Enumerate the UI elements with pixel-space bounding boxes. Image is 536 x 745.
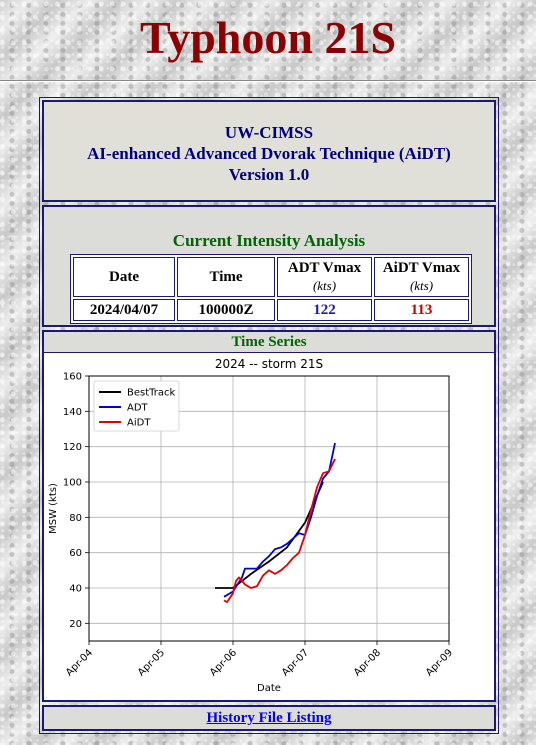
- y-tick-label: 80: [69, 513, 82, 524]
- legend-box: [93, 380, 180, 432]
- y-tick-label: 40: [69, 584, 82, 595]
- header-panel: UW-CIMSS AI-enhanced Advanced Dvorak Tec…: [42, 100, 496, 202]
- series-line-aidt: [223, 458, 336, 604]
- col-time-header: Time: [177, 257, 275, 297]
- y-tick-label: 60: [69, 548, 82, 559]
- y-tick-label: 20: [69, 619, 82, 630]
- x-tick-label: Apr-05: [136, 647, 167, 678]
- content-frame: [39, 97, 499, 734]
- col-date-header: Date: [73, 257, 175, 297]
- aidt-header-label: AiDT Vmax: [382, 259, 461, 276]
- intensity-caption: Current Intensity Analysis: [172, 231, 366, 250]
- series-line-adt: [223, 442, 336, 598]
- intensity-panel: Current Intensity Analysis Date Time ADT…: [42, 205, 496, 327]
- header-product: AI-enhanced Advanced Dvorak Technique (A…: [87, 144, 451, 163]
- history-file-link[interactable]: History File Listing: [206, 710, 332, 726]
- timeseries-panel: Time Series 2024 -- storm 21S 20 40 60 80 100…: [42, 330, 496, 702]
- aidt-unit: (kts): [409, 277, 434, 293]
- header-org: UW-CIMSS: [224, 123, 314, 142]
- y-tick-label: 160: [63, 372, 82, 383]
- legend-label: AiDT: [127, 418, 151, 429]
- legend-label: ADT: [127, 403, 149, 414]
- x-tick-label: Apr-07: [280, 647, 311, 678]
- cell-time: 100000Z: [177, 299, 275, 321]
- page-title: Typhoon 21S: [139, 12, 397, 63]
- chart-title: 2024 -- storm 21S: [215, 357, 323, 371]
- header-version: Version 1.0: [228, 165, 310, 184]
- y-tick-label: 120: [63, 442, 82, 453]
- cell-aidt: 113: [374, 299, 469, 321]
- x-tick-label: Apr-04: [64, 647, 95, 678]
- y-axis-label: MSW (kts): [48, 483, 59, 534]
- x-tick-label: Apr-06: [208, 647, 239, 678]
- adt-header-label: ADT Vmax: [287, 259, 362, 276]
- timeseries-header: Time Series: [44, 332, 494, 353]
- title-divider: [0, 80, 536, 82]
- series-line-besttrack: [215, 481, 324, 589]
- plot-frame: [88, 375, 450, 642]
- cell-date: 2024/04/07: [73, 299, 175, 321]
- legend-label: BestTrack: [127, 388, 176, 399]
- x-tick-label: Apr-08: [352, 647, 383, 678]
- intensity-table: Date Time ADT Vmax (kts) AiDT Vmax (kts)…: [70, 254, 472, 324]
- y-tick-label: 100: [63, 478, 82, 489]
- adt-unit: (kts): [312, 277, 337, 293]
- timeseries-chart: 2024 -- storm 21S 20 40 60 80 100 120 140 160 Apr…: [48, 357, 455, 694]
- col-adt-header: ADT Vmax (kts): [277, 257, 372, 297]
- x-axis-label: Date: [257, 683, 281, 694]
- col-aidt-header: AiDT Vmax (kts): [374, 257, 469, 297]
- cell-adt: 122: [277, 299, 372, 321]
- x-tick-label: Apr-09: [424, 647, 455, 678]
- y-tick-label: 140: [63, 407, 82, 418]
- history-panel: History File Listing: [42, 705, 496, 731]
